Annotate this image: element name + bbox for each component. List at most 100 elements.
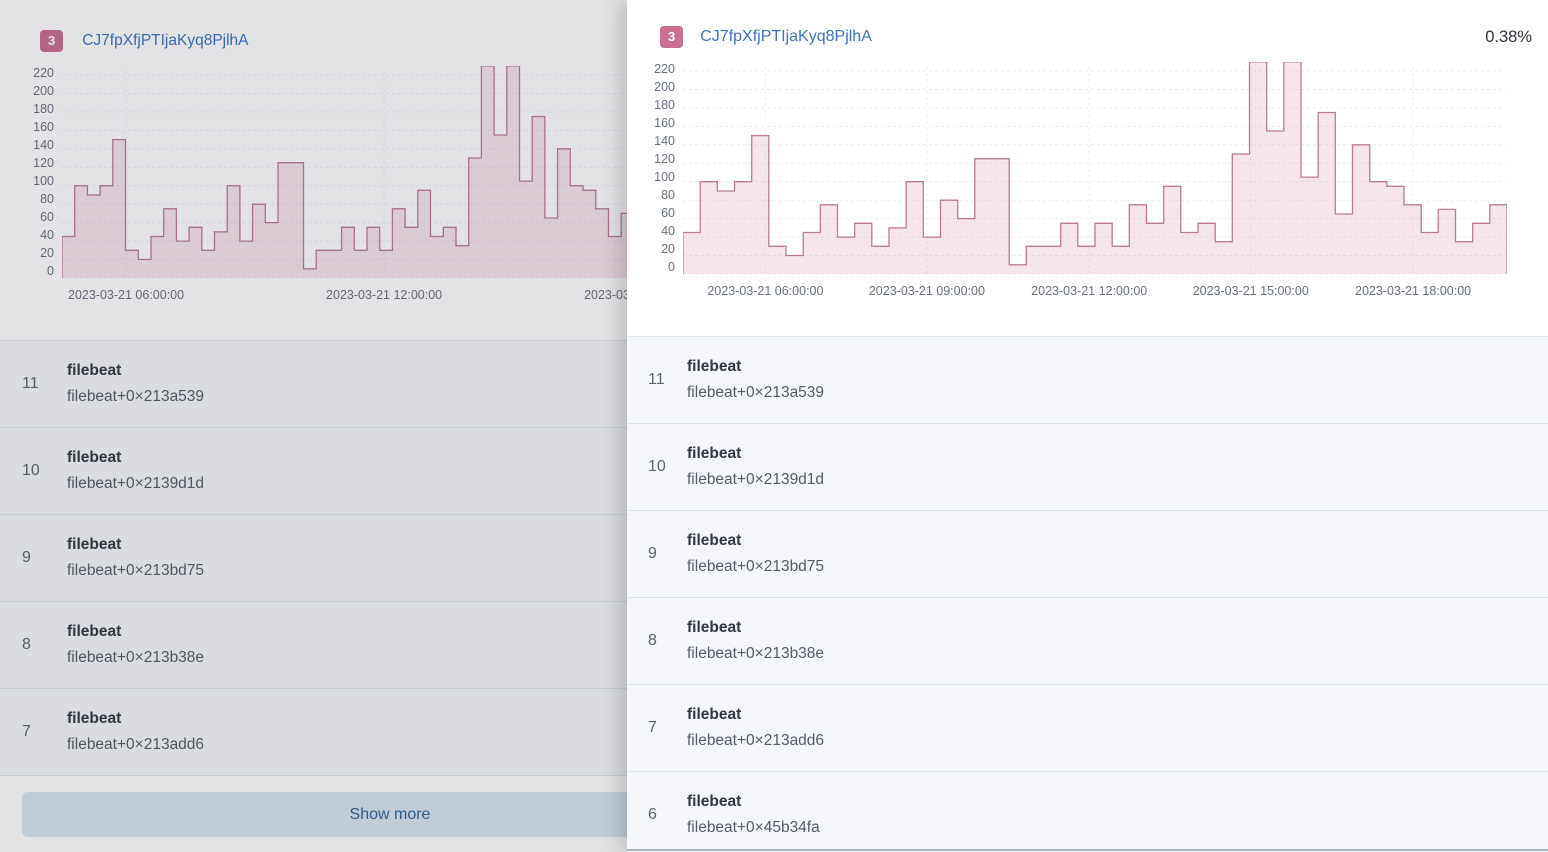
y-tick-label: 120 (33, 156, 54, 171)
x-tick-label: 2023-03-21 06:00:00 (707, 284, 824, 299)
rank-badge: 3 (660, 26, 684, 49)
y-tick-label: 120 (654, 152, 675, 167)
rank-number: 11 (22, 375, 39, 393)
bottom-divider (627, 849, 1548, 851)
card-header: 3 CJ7fpXfjPTIjaKyq8PjlhA (0, 0, 627, 53)
frame-name: filebeat (67, 622, 122, 640)
list-item[interactable]: 8 filebeat filebeat+0×213b38e (0, 602, 627, 690)
frame-info: filebeat filebeat+0×213add6 (687, 706, 824, 751)
histogram-chart-background: 220 200 180 160 140 120 100 80 60 40 20 0 2023-03-2… (0, 64, 627, 308)
rank-number: 8 (648, 632, 657, 650)
rank-number: 11 (648, 371, 665, 389)
y-axis-labels: 220 200 180 160 140 120 100 80 60 40 20 0 (0, 67, 54, 277)
frame-address: filebeat+0×213add6 (67, 736, 205, 754)
frame-name: filebeat (687, 444, 742, 462)
background-page: 3 CJ7fpXfjPTIjaKyq8PjlhA 220 200 180 160 140… (0, 0, 627, 852)
list-item[interactable]: 11 filebeat filebeat+0×213a539 (627, 337, 1548, 425)
x-tick-label: 2023-03-21 09:00:00 (868, 284, 985, 299)
chart-plot-area[interactable] (682, 61, 1508, 281)
histogram-chart-flyout: 220 200 180 160 140 120 100 80 60 40 20 0 2023-03-2… (627, 60, 1548, 304)
frame-info: filebeat filebeat+0×2139d1d (67, 449, 204, 494)
list-item[interactable]: 11 filebeat filebeat+0×213a539 (0, 341, 627, 429)
list-item[interactable]: 10 filebeat filebeat+0×2139d1d (0, 428, 627, 516)
frame-info: filebeat filebeat+0×2139d1d (687, 445, 824, 490)
x-axis-labels: 2023-03-21 06:00:00 2023-03-21 09:00:00 20… (683, 284, 1507, 302)
rank-number: 7 (22, 723, 31, 741)
frame-address: filebeat+0×213add6 (687, 732, 825, 750)
frame-title-link[interactable]: CJ7fpXfjPTIjaKyq8PjlhA (82, 32, 249, 50)
y-tick-label: 0 (47, 263, 54, 278)
y-tick-label: 60 (661, 205, 675, 220)
frame-name: filebeat (67, 535, 122, 553)
frame-address: filebeat+0×45b34fa (687, 819, 820, 837)
frame-name: filebeat (687, 705, 742, 723)
y-tick-label: 140 (33, 138, 54, 153)
y-tick-label: 180 (33, 102, 54, 117)
frame-info: filebeat filebeat+0×213bd75 (67, 536, 204, 581)
frame-address: filebeat+0×213a539 (687, 384, 825, 402)
y-tick-label: 40 (661, 223, 675, 238)
y-tick-label: 60 (40, 209, 54, 224)
frame-name: filebeat (67, 361, 122, 379)
rank-number: 6 (648, 806, 657, 824)
list-item[interactable]: 7 filebeat filebeat+0×213add6 (0, 689, 627, 777)
rank-number: 10 (648, 458, 666, 476)
x-tick-label: 2023-03-21 12:00:00 (1031, 284, 1148, 299)
frame-address: filebeat+0×213bd75 (67, 562, 205, 580)
rank-number: 8 (22, 636, 31, 654)
y-tick-label: 160 (654, 116, 675, 131)
list-item[interactable]: 8 filebeat filebeat+0×213b38e (627, 598, 1548, 686)
histogram-svg[interactable] (682, 61, 1508, 276)
list-item[interactable]: 10 filebeat filebeat+0×2139d1d (627, 424, 1548, 512)
frame-address: filebeat+0×213b38e (687, 645, 825, 663)
show-more-button[interactable]: Show more (22, 792, 627, 838)
y-tick-label: 220 (33, 66, 54, 81)
frame-address: filebeat+0×213a539 (67, 388, 205, 406)
x-tick-label: 2023-03-21 06:00:00 (68, 288, 185, 303)
detail-flyout: 3 CJ7fpXfjPTIjaKyq8PjlhA 0.38% 220 200 180… (627, 0, 1548, 852)
histogram-svg[interactable] (61, 65, 627, 280)
y-tick-label: 180 (654, 98, 675, 113)
frame-info: filebeat filebeat+0×213b38e (67, 623, 204, 668)
frame-info: filebeat filebeat+0×213b38e (687, 619, 824, 664)
y-tick-label: 80 (661, 187, 675, 202)
frame-address: filebeat+0×2139d1d (67, 475, 205, 493)
y-tick-label: 160 (33, 120, 54, 135)
list-item[interactable]: 9 filebeat filebeat+0×213bd75 (0, 515, 627, 603)
rank-number: 9 (648, 545, 657, 563)
x-axis-labels: 2023-03-21 06:00:00 2023-03-21 12:00:00 20… (62, 288, 627, 306)
y-tick-label: 100 (33, 173, 54, 188)
frame-info: filebeat filebeat+0×213add6 (67, 710, 204, 755)
frame-title-link[interactable]: CJ7fpXfjPTIjaKyq8PjlhA (700, 28, 872, 46)
y-tick-label: 140 (654, 134, 675, 149)
x-tick-label: 2023-03-21 12:00:00 (326, 288, 443, 303)
frame-name: filebeat (687, 531, 742, 549)
y-axis-labels: 220 200 180 160 140 120 100 80 60 40 20 0 (627, 63, 675, 273)
frame-name: filebeat (67, 448, 122, 466)
modal-overlay[interactable] (0, 0, 627, 852)
frame-info: filebeat filebeat+0×213a539 (687, 358, 824, 403)
frame-info: filebeat filebeat+0×45b34fa (687, 793, 820, 838)
frame-address: filebeat+0×213bd75 (687, 558, 825, 576)
list-item[interactable]: 9 filebeat filebeat+0×213bd75 (627, 511, 1548, 599)
percent-value: 0.38% (1485, 27, 1532, 46)
y-tick-label: 40 (40, 227, 54, 242)
x-tick-label: 2023-03-21 15:00:00 (1192, 284, 1309, 299)
rank-number: 10 (22, 462, 40, 480)
list-item[interactable]: 6 filebeat filebeat+0×45b34fa (627, 772, 1548, 852)
chart-plot-area[interactable] (61, 65, 627, 285)
frame-list: 11 filebeat filebeat+0×213a539 10 filebe… (0, 340, 627, 777)
frame-name: filebeat (687, 618, 742, 636)
rank-badge: 3 (40, 30, 64, 53)
frame-name: filebeat (687, 792, 742, 810)
frame-card: 3 CJ7fpXfjPTIjaKyq8PjlhA 220 200 180 160 140… (0, 0, 627, 852)
y-tick-label: 20 (40, 245, 54, 260)
rank-number: 9 (22, 549, 31, 567)
list-item[interactable]: 7 filebeat filebeat+0×213add6 (627, 685, 1548, 773)
y-tick-label: 80 (40, 191, 54, 206)
flyout-header: 3 CJ7fpXfjPTIjaKyq8PjlhA 0.38% (627, 0, 1548, 49)
frame-name: filebeat (687, 357, 742, 375)
frame-name: filebeat (67, 709, 122, 727)
y-tick-label: 20 (661, 241, 675, 256)
frame-address: filebeat+0×2139d1d (687, 471, 825, 489)
